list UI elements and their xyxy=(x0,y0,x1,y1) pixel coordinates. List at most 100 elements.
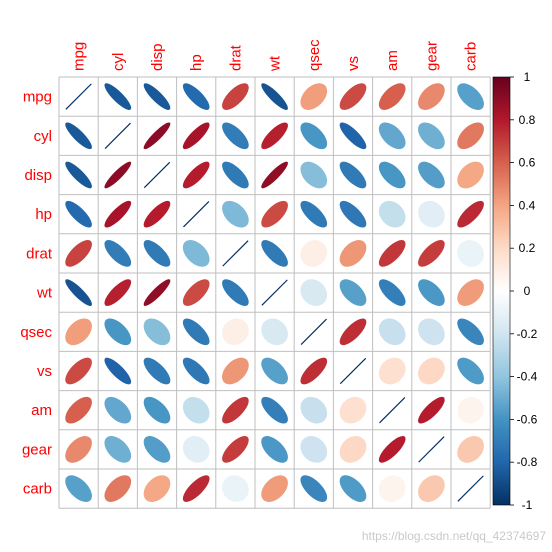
ellipse-qsec-gear xyxy=(418,318,445,346)
ellipse-drat-am xyxy=(378,240,406,267)
colorbar-tick-label: -0.6 xyxy=(517,412,538,426)
colorbar-tick-label: 0.2 xyxy=(519,241,536,255)
colorbar: 1 0.8 0.6 0.4 0.2 0 -0.2 -0.4 -0.6 -0.8 -1 xyxy=(492,70,538,512)
diagonal-line-drat xyxy=(222,240,249,267)
diagonal-lines xyxy=(65,83,484,502)
colorbar-tick-label: -0.8 xyxy=(517,455,538,469)
correlation-cells xyxy=(65,83,484,502)
ellipse-vs-drat xyxy=(222,357,249,385)
ellipse-qsec-carb xyxy=(457,318,484,346)
ellipse-disp-wt xyxy=(261,161,288,189)
ellipse-hp-am xyxy=(378,200,406,228)
ellipse-wt-am xyxy=(378,279,406,306)
ellipse-vs-qsec xyxy=(300,357,328,385)
diagonal-line-wt xyxy=(261,279,288,306)
row-label-wt: wt xyxy=(36,285,53,302)
ellipse-mpg-qsec xyxy=(300,83,328,110)
ellipse-mpg-cyl xyxy=(104,83,132,110)
ellipse-vs-gear xyxy=(418,357,445,385)
row-label-am: am xyxy=(31,402,52,419)
ellipse-hp-cyl xyxy=(104,200,132,228)
ellipse-drat-vs xyxy=(339,240,367,267)
column-labels: mpg cyl disp hp drat wt qsec vs am gear carb xyxy=(71,39,480,72)
ellipse-hp-qsec xyxy=(300,200,328,228)
colorbar-gradient xyxy=(492,76,511,506)
row-label-gear: gear xyxy=(22,441,52,458)
grid-lines xyxy=(58,76,491,509)
ellipse-cyl-mpg xyxy=(65,122,92,150)
ellipse-cyl-am xyxy=(378,122,406,150)
colorbar-tick-label: -0.2 xyxy=(517,327,538,341)
row-label-hp: hp xyxy=(35,206,52,223)
column-label-drat: drat xyxy=(227,44,244,71)
row-labels: mpg cyl disp hp drat wt qsec vs am gear carb xyxy=(20,89,53,498)
column-label-hp: hp xyxy=(188,54,205,71)
ellipse-carb-hp xyxy=(182,475,210,502)
ellipse-hp-drat xyxy=(222,200,249,228)
ellipse-disp-hp xyxy=(182,161,210,189)
column-label-am: am xyxy=(384,50,401,71)
ellipse-drat-wt xyxy=(261,240,288,267)
ellipse-disp-qsec xyxy=(300,161,328,189)
colorbar-tick-label: 0 xyxy=(524,284,531,298)
ellipse-qsec-drat xyxy=(222,318,249,346)
ellipse-hp-vs xyxy=(339,200,367,228)
ellipse-carb-gear xyxy=(418,475,445,502)
ellipse-gear-carb xyxy=(457,436,484,463)
diagonal-line-gear xyxy=(418,436,445,463)
diagonal-line-qsec xyxy=(300,318,327,345)
colorbar-tick-label: 0.4 xyxy=(519,198,536,212)
ellipse-mpg-gear xyxy=(418,83,445,110)
ellipse-wt-cyl xyxy=(104,279,132,306)
watermark-text: https://blog.csdn.net/qq_42374697 xyxy=(362,529,546,543)
ellipse-wt-carb xyxy=(457,279,484,306)
ellipse-hp-wt xyxy=(261,200,288,228)
ellipse-mpg-am xyxy=(378,83,406,110)
ellipse-disp-cyl xyxy=(104,161,132,189)
ellipse-carb-vs xyxy=(339,475,367,502)
row-label-qsec: qsec xyxy=(20,324,52,341)
ellipse-hp-disp xyxy=(143,200,171,228)
ellipse-gear-hp xyxy=(182,436,210,463)
ellipse-vs-cyl xyxy=(104,357,132,385)
ellipse-wt-qsec xyxy=(300,279,328,306)
colorbar-ticks: 1 0.8 0.6 0.4 0.2 0 -0.2 -0.4 -0.6 -0.8 -1 xyxy=(510,70,538,512)
ellipse-vs-disp xyxy=(143,357,171,385)
ellipse-vs-am xyxy=(378,357,406,385)
ellipse-am-wt xyxy=(261,396,288,424)
colorbar-tick-label: 0.8 xyxy=(519,113,536,127)
ellipse-am-carb xyxy=(457,396,484,424)
ellipse-drat-gear xyxy=(418,240,445,267)
ellipse-cyl-vs xyxy=(339,122,367,150)
ellipse-qsec-mpg xyxy=(65,318,92,346)
ellipse-mpg-vs xyxy=(339,83,367,110)
ellipse-gear-mpg xyxy=(65,436,92,463)
colorbar-tick-label: -0.4 xyxy=(517,370,538,384)
ellipse-carb-drat xyxy=(222,475,249,502)
ellipse-drat-disp xyxy=(143,240,171,267)
ellipse-drat-qsec xyxy=(300,240,328,267)
ellipse-hp-mpg xyxy=(65,200,92,228)
ellipse-qsec-cyl xyxy=(104,318,132,346)
ellipse-gear-am xyxy=(378,436,406,463)
ellipse-cyl-carb xyxy=(457,122,484,150)
ellipse-vs-mpg xyxy=(65,357,92,385)
diagonal-line-hp xyxy=(183,201,210,228)
diagonal-line-cyl xyxy=(104,122,131,149)
ellipse-disp-carb xyxy=(457,161,484,189)
ellipse-mpg-hp xyxy=(182,83,210,110)
ellipse-cyl-gear xyxy=(418,122,445,150)
ellipse-wt-mpg xyxy=(65,279,92,306)
row-label-vs: vs xyxy=(37,363,52,380)
diagonal-line-vs xyxy=(339,357,367,385)
ellipse-am-qsec xyxy=(300,396,328,424)
ellipse-wt-vs xyxy=(339,279,367,306)
row-label-drat: drat xyxy=(26,245,53,262)
ellipse-carb-am xyxy=(378,475,406,502)
ellipse-cyl-drat xyxy=(222,122,249,150)
ellipse-vs-hp xyxy=(182,357,210,385)
ellipse-drat-cyl xyxy=(104,240,132,267)
ellipse-wt-drat xyxy=(222,279,249,306)
ellipse-am-hp xyxy=(182,396,210,424)
ellipse-wt-disp xyxy=(143,279,171,306)
